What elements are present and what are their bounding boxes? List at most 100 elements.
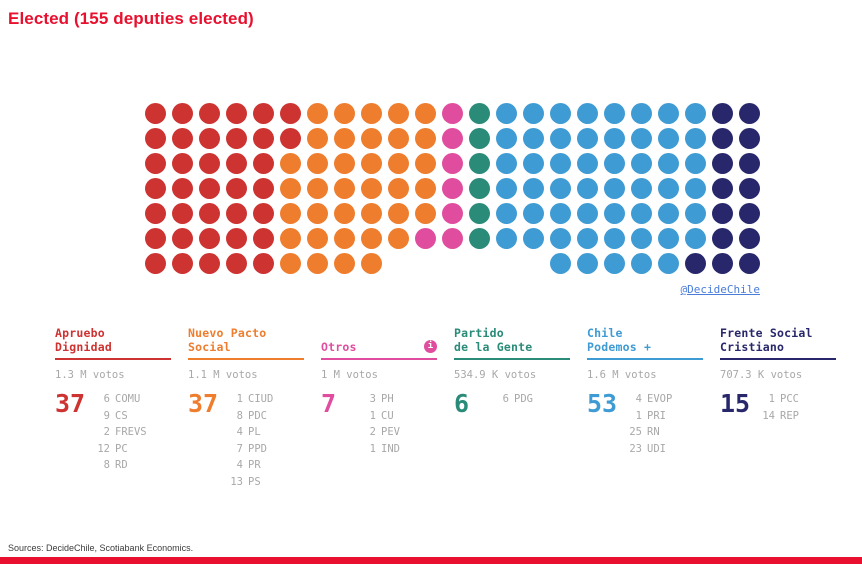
seat-dot	[334, 203, 355, 224]
seat-dot	[253, 228, 274, 249]
party-name-line: Nuevo Pacto	[188, 326, 267, 341]
seat-dot	[550, 203, 571, 224]
party-votes: 1.3 M votos	[55, 369, 125, 381]
party-name-lines: Apruebo Dignidad	[55, 327, 112, 355]
party-column: Frente Social Cristiano 707.3 K votos 15 1 PC…	[720, 327, 836, 490]
seat-dot	[523, 228, 544, 249]
seat-dot	[442, 103, 463, 124]
seat-dot	[631, 103, 652, 124]
breakdown-row: 2 FREVS	[95, 424, 147, 441]
breakdown-party: PL	[248, 426, 261, 438]
breakdown-seats: 4	[236, 426, 243, 438]
seat-dot	[658, 228, 679, 249]
party-votes: 1.6 M votos	[587, 369, 657, 381]
seat-dot	[334, 103, 355, 124]
breakdown-seats: 8	[103, 459, 110, 471]
seat-dot	[658, 128, 679, 149]
party-name-line: Apruebo	[55, 326, 105, 341]
party-breakdown: 1 CIUD 8 PDC 4 PL 7 PPD 4 PR 13 PS	[228, 391, 273, 490]
seat-dot	[685, 128, 706, 149]
party-name-lines: Frente Social Cristiano	[720, 327, 813, 355]
party-column: Otros i 1 M votos 7 3 PH 1 CU 2 PEV 1 IND	[321, 327, 437, 490]
seat-dot	[388, 103, 409, 124]
party-seat-row: 37 6 COMU 9 CS 2 FREVS 12 PC 8 RD	[55, 391, 171, 474]
seat-dot	[685, 228, 706, 249]
seat-dot	[604, 178, 625, 199]
seat-dot	[226, 103, 247, 124]
seat-dot	[631, 178, 652, 199]
info-icon[interactable]: i	[424, 340, 437, 353]
seat-dot	[226, 153, 247, 174]
seat-dot	[226, 178, 247, 199]
seat-dot	[442, 203, 463, 224]
breakdown-row: 14 REP	[760, 408, 799, 425]
breakdown-party: PCC	[780, 393, 799, 405]
seat-dot	[577, 253, 598, 274]
seat-dot	[523, 203, 544, 224]
seat-dot	[199, 128, 220, 149]
seat-dot	[469, 128, 490, 149]
seat-dot	[685, 178, 706, 199]
seat-dot	[577, 153, 598, 174]
seat-dot	[550, 178, 571, 199]
breakdown-seats: 4	[635, 393, 642, 405]
seat-dot	[307, 178, 328, 199]
breakdown-party: CS	[115, 409, 128, 422]
seat-dot	[415, 153, 436, 174]
breakdown-row: 8 PDC	[228, 408, 273, 425]
seat-dot	[469, 178, 490, 199]
breakdown-seats: 3	[369, 393, 376, 405]
seat-dot	[145, 103, 166, 124]
seat-dot	[604, 228, 625, 249]
breakdown-seats: 1	[768, 393, 775, 405]
seat-dot	[253, 103, 274, 124]
footer-accent-bar	[0, 557, 862, 564]
seat-dot	[388, 178, 409, 199]
attribution-link[interactable]: @DecideChile	[680, 283, 760, 296]
party-seats-total: 37	[188, 389, 219, 418]
seat-dot	[199, 228, 220, 249]
seat-dot	[496, 128, 517, 149]
breakdown-row: 12 PC	[95, 441, 147, 458]
seat-dot	[172, 228, 193, 249]
seat-dot	[712, 128, 733, 149]
seat-dot	[712, 103, 733, 124]
party-name-line: Dignidad	[55, 340, 112, 355]
seat-dot	[658, 203, 679, 224]
seat-dot	[604, 103, 625, 124]
party-column: Nuevo Pacto Social 1.1 M votos 37 1 CIUD 8 PDC 4…	[188, 327, 304, 490]
seat-dot	[226, 203, 247, 224]
seat-dot	[145, 228, 166, 249]
breakdown-party: CIUD	[248, 393, 274, 405]
party-seat-row: 6 6 PDG	[454, 391, 570, 416]
seat-dot	[712, 153, 733, 174]
seat-dot	[415, 228, 436, 249]
seat-dot	[523, 103, 544, 124]
seat-dot	[388, 128, 409, 149]
breakdown-seats: 12	[97, 442, 110, 455]
breakdown-seats: 2	[103, 426, 110, 438]
seat-dot	[226, 253, 247, 274]
party-seats-total: 53	[587, 389, 618, 418]
seat-dot	[280, 128, 301, 149]
breakdown-row: 1 PRI	[627, 408, 672, 425]
seat-dot	[577, 178, 598, 199]
seat-dot	[361, 253, 382, 274]
breakdown-row: 9 CS	[95, 408, 147, 425]
sources-text: Sources: DecideChile, Scotiabank Economi…	[8, 543, 194, 553]
party-breakdown: 1 PCC 14 REP	[760, 391, 799, 424]
party-seats-total: 7	[321, 389, 337, 418]
breakdown-party: IND	[381, 442, 400, 455]
seat-dot	[145, 203, 166, 224]
page-title: Elected (155 deputies elected)	[8, 9, 254, 28]
seat-dot	[469, 203, 490, 224]
party-name: Partido de la Gente	[454, 327, 570, 355]
breakdown-party: PC	[115, 442, 128, 455]
seat-dot	[631, 203, 652, 224]
seat-dot	[631, 128, 652, 149]
breakdown-party: FREVS	[115, 426, 147, 438]
breakdown-seats: 25	[629, 426, 642, 438]
party-seat-row: 53 4 EVOP 1 PRI 25 RN 23 UDI	[587, 391, 703, 457]
party-name-lines: Partido de la Gente	[454, 327, 532, 355]
breakdown-row: 4 EVOP	[627, 391, 673, 408]
